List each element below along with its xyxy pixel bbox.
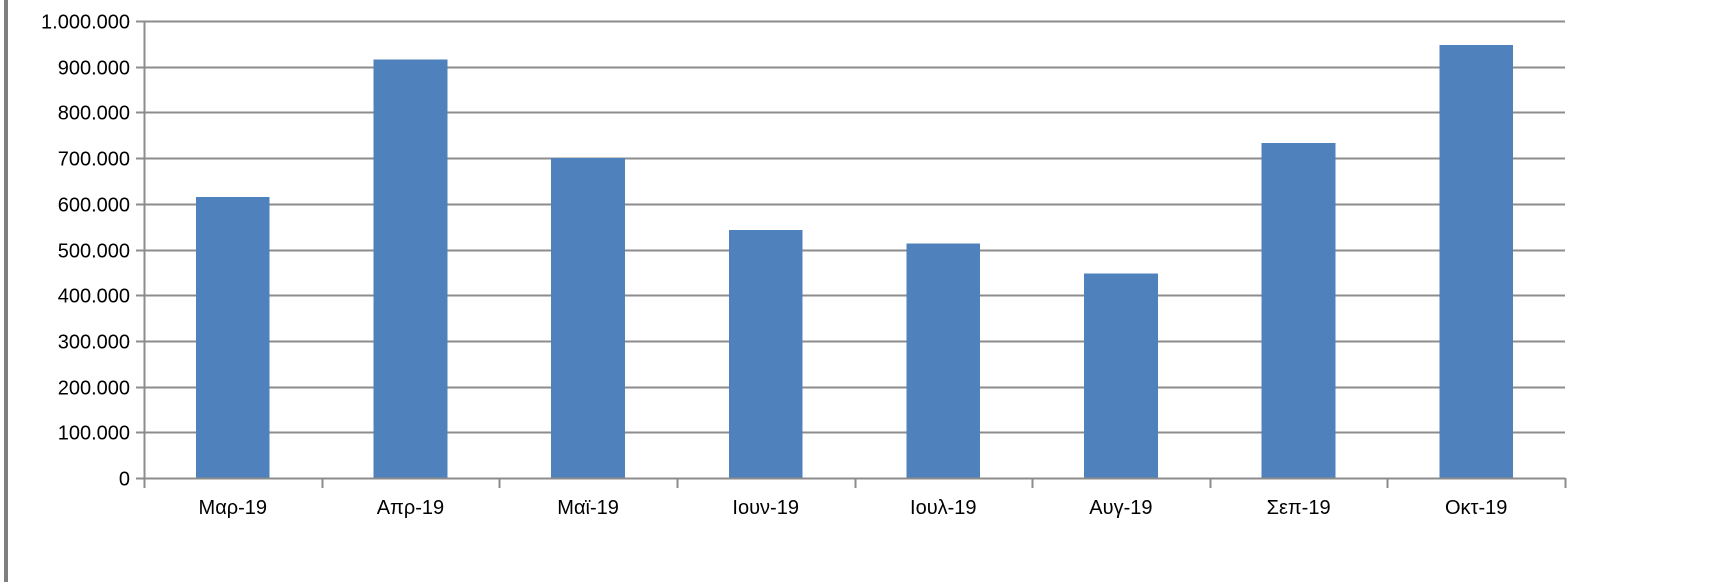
bar xyxy=(1084,273,1158,478)
x-tick-label: Αυγ-19 xyxy=(1089,497,1152,519)
bar xyxy=(196,196,270,478)
x-axis xyxy=(143,21,1567,488)
x-tick-label: Ιουλ-19 xyxy=(910,497,977,519)
y-tick-label: 700.000 xyxy=(58,149,130,171)
y-tick-label: 600.000 xyxy=(58,195,130,217)
bar xyxy=(551,158,625,478)
y-tick-label: 400.000 xyxy=(58,286,130,308)
x-axis-tick-labels: Μαρ-19 Απρ-19 Μαϊ-19 Ιουν-19 Ιουλ-19 Αυγ-19 Σε… xyxy=(199,497,1508,519)
y-tick-label: 300.000 xyxy=(58,332,130,354)
bars xyxy=(196,45,1513,479)
bar xyxy=(1439,45,1513,478)
y-tick-label: 1.000.000 xyxy=(41,12,130,34)
bar xyxy=(373,59,448,479)
y-tick-label: 900.000 xyxy=(58,58,130,80)
x-tick-label: Μαρ-19 xyxy=(199,497,268,519)
bar xyxy=(906,243,981,478)
x-tick-label: Οκτ-19 xyxy=(1445,497,1507,519)
x-tick-label: Ιουν-19 xyxy=(732,497,799,519)
bar xyxy=(728,229,803,478)
x-tick-label: Απρ-19 xyxy=(377,497,444,519)
y-axis-tick-labels: 0 100.000 200.000 300.000 400.000 500.000 600.… xyxy=(41,12,130,491)
x-tick-label: Σεπ-19 xyxy=(1267,497,1331,519)
y-tick-label: 0 xyxy=(119,469,130,491)
y-tick-label: 200.000 xyxy=(58,378,130,400)
y-tick-label: 100.000 xyxy=(58,423,130,445)
bar xyxy=(1261,143,1336,478)
y-tick-label: 800.000 xyxy=(58,103,130,125)
x-tick-label: Μαϊ-19 xyxy=(557,497,619,519)
gridlines xyxy=(136,20,1565,480)
y-tick-label: 500.000 xyxy=(58,241,130,263)
